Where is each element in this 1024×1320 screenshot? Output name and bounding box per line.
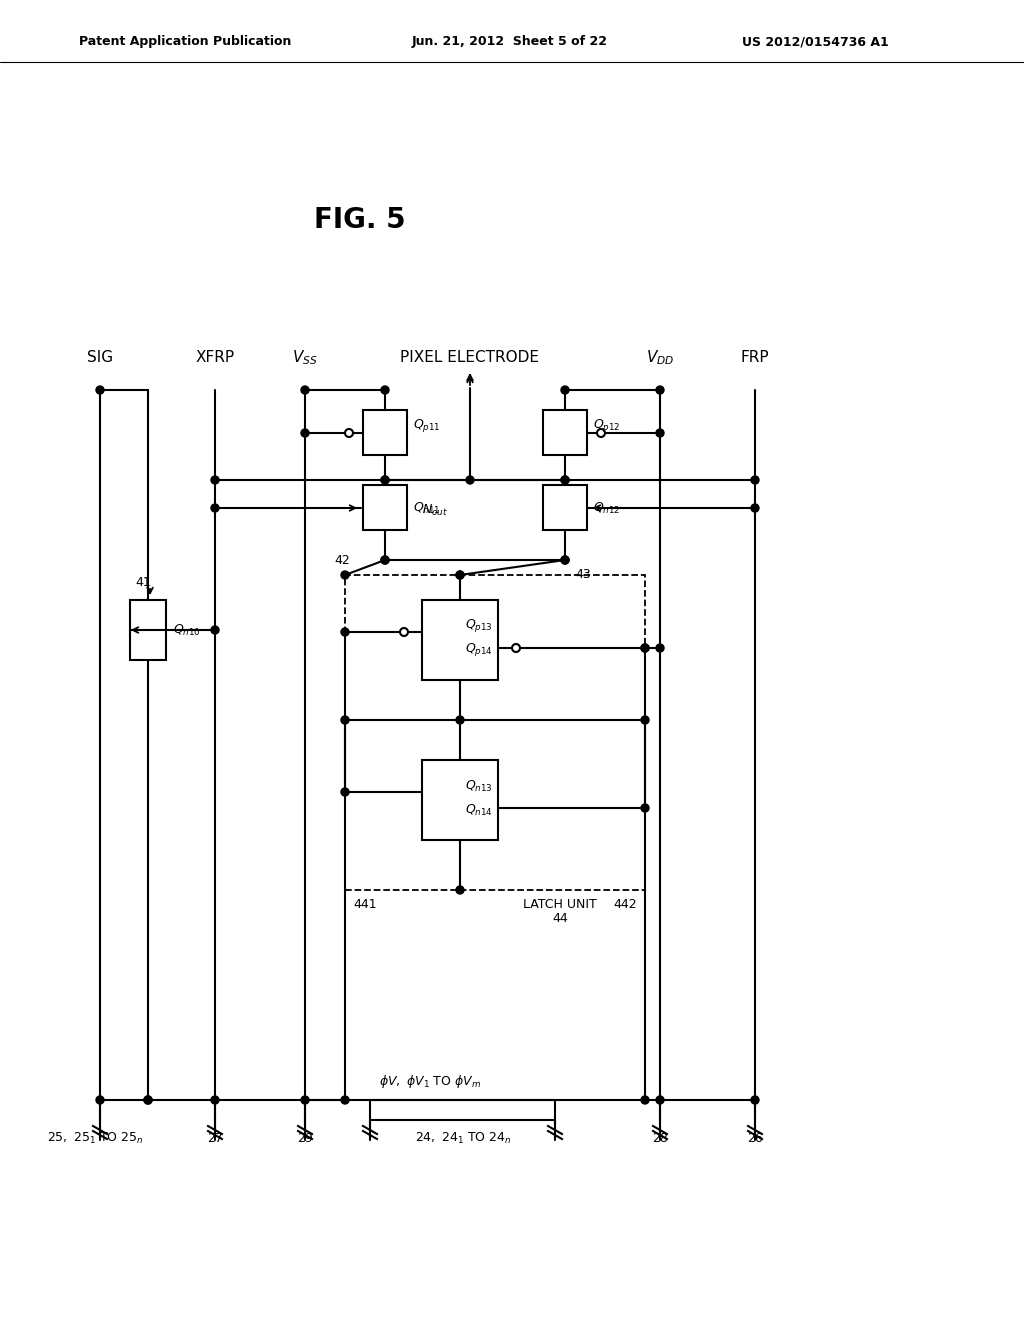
Circle shape [641,804,649,812]
Circle shape [656,385,664,393]
Bar [543,411,587,455]
Circle shape [381,556,389,564]
Circle shape [751,1096,759,1104]
Text: $Q_{n13}$: $Q_{n13}$ [465,779,493,793]
Circle shape [456,572,464,579]
Text: FIG. 5: FIG. 5 [314,206,406,234]
Circle shape [641,644,649,652]
Text: 44: 44 [552,912,568,924]
Circle shape [96,1096,104,1104]
Text: Jun. 21, 2012  Sheet 5 of 22: Jun. 21, 2012 Sheet 5 of 22 [412,36,608,49]
Circle shape [456,715,464,723]
Circle shape [751,504,759,512]
Circle shape [144,1096,152,1104]
Bar [345,576,645,890]
Circle shape [381,477,389,484]
Circle shape [751,477,759,484]
Circle shape [341,628,349,636]
Circle shape [341,715,349,723]
Text: $24,\ 24_1$ TO $24_n$: $24,\ 24_1$ TO $24_n$ [415,1130,511,1146]
Text: 28: 28 [652,1131,668,1144]
Bar [422,760,498,840]
Text: PIXEL ELECTRODE: PIXEL ELECTRODE [400,351,540,366]
Text: 441: 441 [353,899,377,912]
Circle shape [641,644,649,652]
Text: $N_{out}$: $N_{out}$ [422,503,447,517]
Circle shape [561,556,569,564]
Text: 27: 27 [207,1131,223,1144]
Bar [422,601,498,680]
Text: US 2012/0154736 A1: US 2012/0154736 A1 [741,36,889,49]
Text: 29: 29 [297,1131,313,1144]
Circle shape [561,385,569,393]
Text: 41: 41 [135,576,151,589]
Circle shape [341,1096,349,1104]
Circle shape [301,429,309,437]
Text: 26: 26 [748,1131,763,1144]
Text: SIG: SIG [87,351,113,366]
Circle shape [341,572,349,579]
Text: XFRP: XFRP [196,351,234,366]
Text: $Q_{n10}$: $Q_{n10}$ [173,623,201,638]
Circle shape [301,1096,309,1104]
Circle shape [381,556,389,564]
Circle shape [456,886,464,894]
Text: $Q_{n11}$: $Q_{n11}$ [413,500,440,516]
Circle shape [211,1096,219,1104]
Circle shape [211,626,219,634]
Text: 43: 43 [575,569,591,582]
Bar [362,484,407,531]
Bar [362,411,407,455]
Circle shape [641,715,649,723]
Text: Patent Application Publication: Patent Application Publication [79,36,291,49]
Text: $25,\ 25_1$ TO $25_n$: $25,\ 25_1$ TO $25_n$ [47,1130,143,1146]
Text: $V_{SS}$: $V_{SS}$ [292,348,317,367]
Text: 42: 42 [334,553,350,566]
Text: 442: 442 [613,899,637,912]
Circle shape [341,788,349,796]
Text: $\phi V,\ \phi V_1$ TO $\phi V_m$: $\phi V,\ \phi V_1$ TO $\phi V_m$ [379,1073,481,1090]
Circle shape [656,429,664,437]
Circle shape [456,572,464,579]
Text: LATCH UNIT: LATCH UNIT [523,899,597,912]
Circle shape [641,1096,649,1104]
Circle shape [211,504,219,512]
Circle shape [301,385,309,393]
Text: $Q_{p11}$: $Q_{p11}$ [413,417,440,433]
Circle shape [561,477,569,484]
Circle shape [561,556,569,564]
Bar [130,601,166,660]
Circle shape [466,477,474,484]
Circle shape [381,385,389,393]
Circle shape [561,477,569,484]
Text: $Q_{p14}$: $Q_{p14}$ [465,642,493,659]
Circle shape [656,1096,664,1104]
Bar [543,484,587,531]
Circle shape [96,385,104,393]
Text: FRP: FRP [740,351,769,366]
Circle shape [381,477,389,484]
Text: $Q_{n12}$: $Q_{n12}$ [593,500,621,516]
Text: $Q_{p13}$: $Q_{p13}$ [465,618,493,635]
Circle shape [656,644,664,652]
Circle shape [211,477,219,484]
Text: $Q_{p12}$: $Q_{p12}$ [593,417,621,433]
Text: $Q_{n14}$: $Q_{n14}$ [465,803,493,817]
Circle shape [144,1096,152,1104]
Text: $V_{DD}$: $V_{DD}$ [646,348,674,367]
